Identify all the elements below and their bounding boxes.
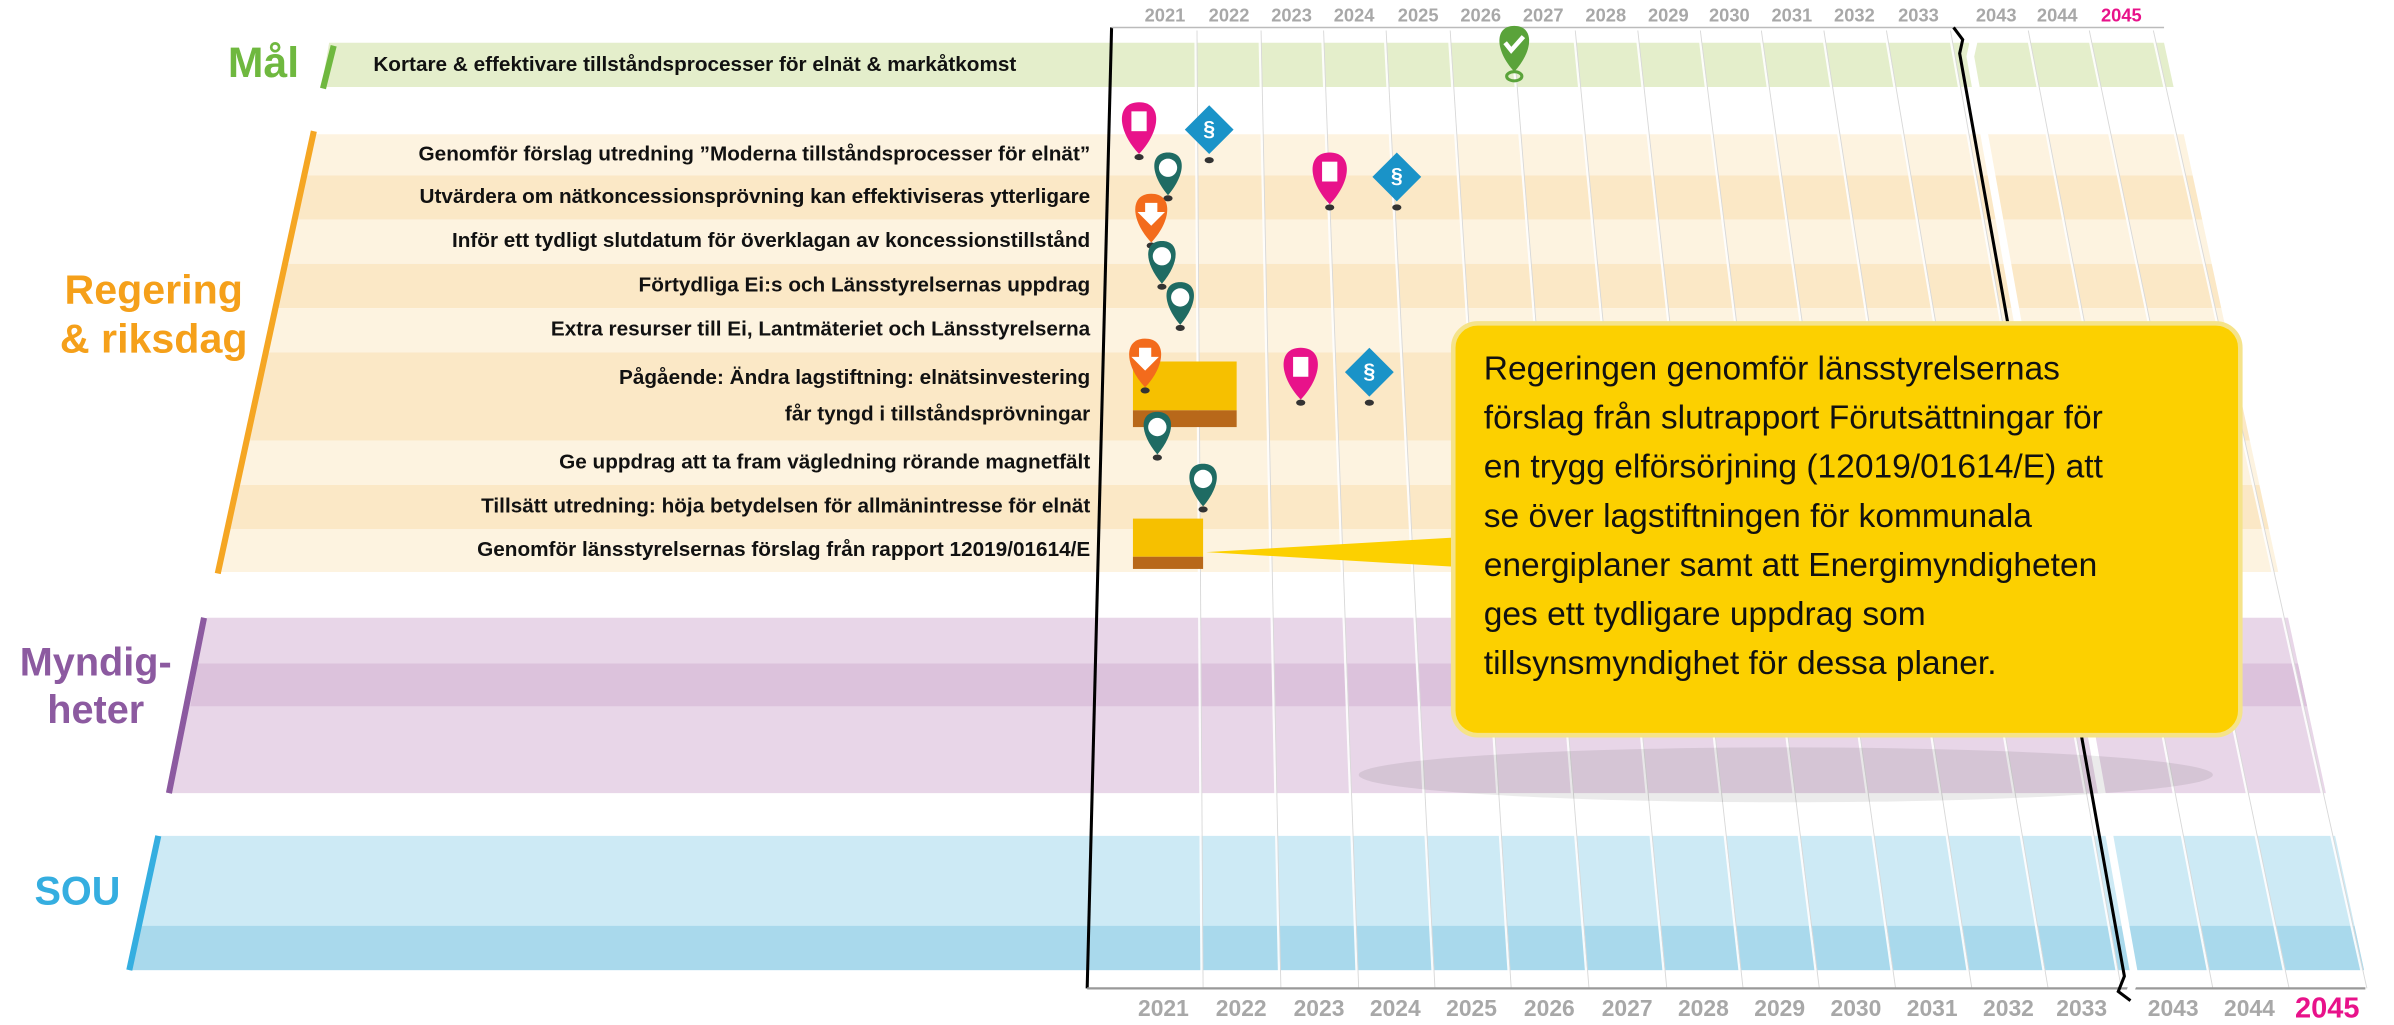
top-year-label: 2022 bbox=[1209, 5, 1250, 26]
government-row-band bbox=[285, 219, 2212, 264]
labels: 2021 2022 2023 2024 2025 2026 2027 2028 2029 2030… bbox=[20, 5, 2360, 1025]
bottom-year-label: 2024 bbox=[1370, 995, 1421, 1021]
top-year-label: 2032 bbox=[1834, 5, 1875, 26]
top-year-label: 2044 bbox=[2037, 5, 2079, 26]
row-label: Utvärdera om nätkoncessionsprövning kan … bbox=[420, 185, 1091, 208]
group-slash bbox=[165, 617, 208, 794]
callout-text: energiplaner samt att Energimyndigheten bbox=[1484, 547, 2098, 584]
bottom-year-label: 2043 bbox=[2148, 995, 2199, 1021]
bottom-year-label: 2031 bbox=[1907, 995, 1958, 1021]
government-label: & riksdag bbox=[60, 316, 248, 362]
top-year-label: 2028 bbox=[1585, 5, 1626, 26]
callout-box bbox=[1450, 321, 2243, 738]
goal-label: Mål bbox=[228, 39, 299, 87]
top-year-label: 2031 bbox=[1772, 5, 1813, 26]
top-year-label: 2027 bbox=[1523, 5, 1564, 26]
activity-block bbox=[1132, 518, 1204, 557]
row-label: Tillsätt utredning: höja betydelsen för … bbox=[481, 495, 1090, 518]
bottom-year-label: 2044 bbox=[2224, 995, 2275, 1021]
bottom-year-label: 2029 bbox=[1754, 995, 1805, 1021]
axis-break-white bbox=[1961, 28, 2140, 996]
top-year-label: 2033 bbox=[1898, 5, 1939, 26]
callout-pointer bbox=[1206, 536, 1466, 568]
government-label: Regering bbox=[64, 267, 242, 313]
top-year-label: 2026 bbox=[1460, 5, 1501, 26]
row-label: får tyngd i tillståndsprövningar bbox=[785, 402, 1090, 425]
callout-text: tillsynsmyndighet för dessa planer. bbox=[1484, 645, 1997, 682]
grid-line-shadow bbox=[2152, 30, 2368, 989]
authorities-label: Myndig- bbox=[20, 640, 172, 684]
group-slash bbox=[214, 130, 317, 575]
callout-text: se över lagstiftningen för kommunala bbox=[1484, 498, 2033, 535]
bottom-year-label: 2030 bbox=[1830, 995, 1881, 1021]
row-label: Pågående: Ändra lagstiftning: elnätsinve… bbox=[619, 366, 1090, 389]
row-label: Extra resurser till Ei, Lantmäteriet och… bbox=[551, 318, 1091, 341]
grid-line-shadow bbox=[1260, 30, 1282, 989]
top-year-label: 2023 bbox=[1271, 5, 1312, 26]
sou-label: SOU bbox=[34, 869, 120, 913]
top-year-label: 2021 bbox=[1145, 5, 1186, 26]
goal-text: Kortare & effektivare tillståndsprocesse… bbox=[373, 53, 1016, 76]
top-year-label: 2024 bbox=[1334, 5, 1376, 26]
bottom-year-label: 2021 bbox=[1138, 995, 1189, 1021]
callout: Regeringen genomför länsstyrelsernas förs… bbox=[1206, 321, 2243, 803]
government-row-band bbox=[304, 134, 2193, 176]
grid-line bbox=[2150, 30, 2367, 989]
bottom-year-label: 2033 bbox=[2056, 995, 2107, 1021]
grid-line bbox=[1258, 30, 1281, 989]
top-year-label: 2029 bbox=[1648, 5, 1689, 26]
time-axis bbox=[1085, 27, 1114, 989]
bottom-year-label: 2023 bbox=[1294, 995, 1345, 1021]
goal-band bbox=[321, 42, 2174, 87]
bottom-year-label: 2028 bbox=[1678, 995, 1729, 1021]
bottom-year-label: 2026 bbox=[1524, 995, 1575, 1021]
callout-text: förslag från slutrapport Förutsättningar… bbox=[1484, 400, 2103, 437]
group-slash bbox=[126, 835, 162, 971]
row-label: Inför ett tydligt slutdatum för överklag… bbox=[452, 229, 1090, 252]
authorities-label: heter bbox=[47, 688, 144, 732]
callout-text: en trygg elförsörjning (12019/01614/E) a… bbox=[1484, 449, 2104, 486]
top-year-label: 2043 bbox=[1976, 5, 2017, 26]
top-year-label: 2030 bbox=[1709, 5, 1750, 26]
group-slash bbox=[320, 45, 337, 90]
activity-block-base bbox=[1132, 556, 1204, 569]
row-label: Genomför förslag utredning ”Moderna till… bbox=[419, 142, 1091, 165]
bottom-year-label: 2025 bbox=[1446, 995, 1497, 1021]
icons bbox=[1121, 26, 1529, 569]
bottom-year-label: 2032 bbox=[1983, 995, 2034, 1021]
row-label: Genomför länsstyrelsernas förslag från r… bbox=[477, 538, 1090, 561]
callout-text: Regeringen genomför länsstyrelsernas bbox=[1484, 351, 2060, 388]
government-row-band bbox=[294, 175, 2203, 220]
bottom-year-label: 2045 bbox=[2295, 992, 2359, 1024]
top-year-label: 2045 bbox=[2101, 5, 2142, 26]
top-year-label: 2025 bbox=[1398, 5, 1439, 26]
sou-stripe bbox=[129, 925, 2365, 971]
row-label: Ge uppdrag att ta fram vägledning rörand… bbox=[559, 450, 1090, 473]
row-label: Förtydliga Ei:s och Länsstyrelsernas upp… bbox=[639, 273, 1091, 296]
bottom-year-label: 2027 bbox=[1602, 995, 1653, 1021]
government-row-band bbox=[275, 263, 2222, 309]
bottom-year-label: 2022 bbox=[1216, 995, 1267, 1021]
callout-text: ges ett tydligare uppdrag som bbox=[1484, 596, 1926, 633]
